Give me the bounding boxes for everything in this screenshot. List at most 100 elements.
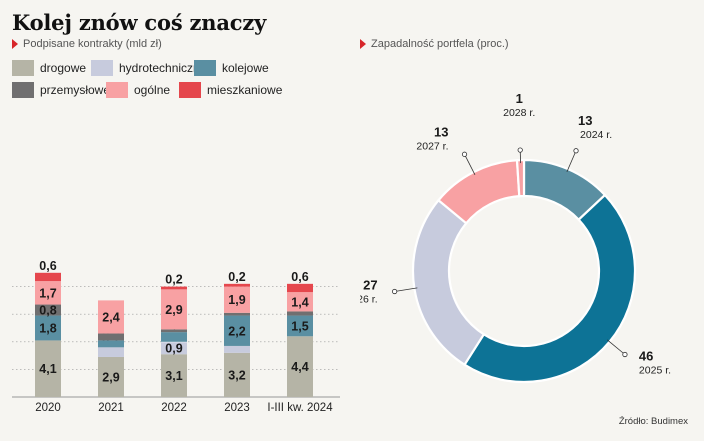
data-label-hydrotechniczne: 0,9 <box>165 342 182 356</box>
bar-segment-mieszkaniowe <box>161 286 187 290</box>
legend-label-kolejowe: kolejowe <box>222 61 269 75</box>
data-label-mieszkaniowe: 0,2 <box>228 270 245 284</box>
legend-item-mieszkaniowe: mieszkaniowe <box>179 82 282 98</box>
bar-chart-subtitle: Podpisane kontrakty (mld zł) <box>12 38 162 50</box>
data-label-drogowe: 4,1 <box>39 362 56 376</box>
slice-value-label: 13 <box>578 113 592 128</box>
bar-segment-przemyslowe <box>287 311 313 316</box>
bar-segment-mieszkaniowe <box>224 283 250 287</box>
data-label-ogolne: 1,7 <box>39 286 56 300</box>
data-label-kolejowe: 2,2 <box>228 324 245 338</box>
leader-line <box>394 287 418 292</box>
legend-item-kolejowe: kolejowe <box>194 60 269 76</box>
data-label-kolejowe: 1,5 <box>291 319 308 333</box>
data-label-drogowe: 3,1 <box>165 369 182 383</box>
legend-swatch-drogowe <box>12 60 34 76</box>
bar-segment-hydrotechniczne <box>161 341 187 355</box>
bar-segment-kolejowe <box>224 315 250 346</box>
bar-segment-ogolne <box>161 289 187 330</box>
data-label-drogowe: 3,2 <box>228 368 245 382</box>
legend-swatch-kolejowe <box>194 60 216 76</box>
slice-year-label: 2024 r. <box>580 129 612 141</box>
legend-item-drogowe: drogowe <box>12 60 86 76</box>
x-tick-label: 2020 <box>35 402 61 414</box>
slice-year-label: 2026 r. <box>360 293 378 305</box>
leader-line <box>566 150 577 173</box>
slice-year-label: 2027 r. <box>416 140 448 152</box>
data-label-kolejowe: 1,8 <box>39 322 56 336</box>
leader-line <box>606 339 626 355</box>
leader-dot <box>461 151 468 157</box>
legend-swatch-mieszkaniowe <box>179 82 201 98</box>
data-label-ogolne: 2,9 <box>165 303 182 317</box>
data-label-ogolne: 1,4 <box>291 295 308 309</box>
bar-segment-drogowe <box>224 352 250 397</box>
bar-segment-ogolne <box>35 281 61 305</box>
donut-slice-2028 <box>515 158 526 198</box>
bar-segment-drogowe <box>35 340 61 397</box>
bar-segment-drogowe <box>98 356 124 397</box>
bar-segment-mieszkaniowe <box>287 283 313 293</box>
data-label-ogolne: 1,9 <box>228 293 245 307</box>
legend-label-ogolne: ogólne <box>134 83 171 97</box>
data-label-mieszkaniowe: 0,2 <box>165 273 182 287</box>
donut-slice-2026 <box>411 198 486 367</box>
legend-swatch-ogolne <box>106 82 128 98</box>
data-label-drogowe: 2,9 <box>102 370 119 384</box>
slice-year-label: 2028 r. <box>503 107 535 119</box>
donut-chart-subtitle-text: Zapadalność portfela (proc.) <box>371 38 509 50</box>
slice-year-label: 2025 r. <box>639 365 671 377</box>
leader-dot <box>392 288 398 295</box>
bar-segment-hydrotechniczne <box>98 347 124 357</box>
legend-label-hydrotechniczne: hydrotechniczne <box>119 61 207 75</box>
source-note: Źródło: Budimex <box>618 416 688 427</box>
triangle-marker-icon <box>360 39 366 49</box>
x-tick-label: 2023 <box>224 402 250 414</box>
bar-segment-kolejowe <box>35 315 61 341</box>
triangle-marker-icon <box>12 39 18 49</box>
bar-segment-drogowe <box>287 336 313 397</box>
x-tick-label: 2022 <box>161 402 187 414</box>
data-label-mieszkaniowe: 0,6 <box>39 259 56 273</box>
x-tick-label: I-III kw. 2024 <box>267 402 333 414</box>
data-label-przemyslowe: 0,8 <box>39 304 56 318</box>
leader-dot <box>573 148 579 154</box>
page-title: Kolej znów coś znaczy <box>12 10 267 35</box>
bar-segment-kolejowe <box>98 340 124 348</box>
bar-segment-kolejowe <box>161 332 187 342</box>
bar-segment-przemyslowe <box>161 329 187 333</box>
donut-slice-2025 <box>463 193 637 384</box>
legend-label-mieszkaniowe: mieszkaniowe <box>207 83 283 97</box>
stacked-bar-chart: 4,11,80,81,70,620202,90,70,50,52,420213,… <box>12 259 340 414</box>
slice-value-label: 13 <box>434 124 448 139</box>
bar-segment-drogowe <box>161 354 187 397</box>
leader-line <box>464 154 476 175</box>
x-tick-label: 2021 <box>98 402 124 414</box>
leader-dot <box>622 351 628 358</box>
bar-segment-mieszkaniowe <box>35 272 61 282</box>
bar-chart-subtitle-text: Podpisane kontrakty (mld zł) <box>23 38 162 50</box>
bar-segment-ogolne <box>98 300 124 334</box>
slice-value-label: 27 <box>363 277 377 292</box>
legend-swatch-przemyslowe <box>12 82 34 98</box>
bar-segment-przemyslowe <box>98 333 124 341</box>
bar-segment-hydrotechniczne <box>224 345 250 353</box>
bar-segment-przemyslowe <box>35 304 61 316</box>
legend-item-hydrotechniczne: hydrotechniczne <box>91 60 206 76</box>
slice-value-label: 46 <box>639 349 653 364</box>
leader-dot <box>517 147 523 153</box>
bar-segment-ogolne <box>224 286 250 313</box>
data-label-ogolne: 2,4 <box>102 310 119 324</box>
legend-swatch-hydrotechniczne <box>91 60 113 76</box>
bar-segment-ogolne <box>287 292 313 312</box>
bar-segment-przemyslowe <box>224 312 250 316</box>
data-label-mieszkaniowe: 0,6 <box>291 270 308 284</box>
data-label-drogowe: 4,4 <box>291 360 308 374</box>
legend-item-przemyslowe: przemysłowe <box>12 82 110 98</box>
legend-label-przemyslowe: przemysłowe <box>40 83 111 97</box>
legend-item-ogolne: ogólne <box>106 82 170 98</box>
slice-value-label: 1 <box>516 91 523 106</box>
donut-chart-subtitle: Zapadalność portfela (proc.) <box>360 38 509 50</box>
legend-label-drogowe: drogowe <box>40 61 87 75</box>
